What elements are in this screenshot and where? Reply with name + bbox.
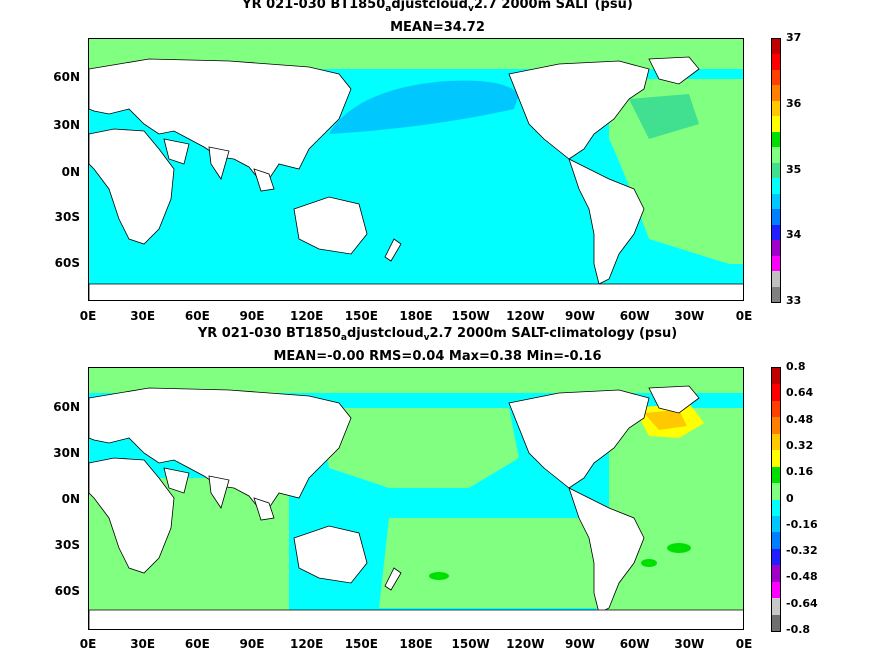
top-lon-label: 180E — [399, 309, 433, 323]
top-colorbar-tick: 37 — [786, 31, 802, 44]
top-map-title: YR 021-030 BT1850adjustcloudv2.7 2000m S… — [242, 0, 633, 14]
bottom-colorbar-segment — [772, 565, 780, 582]
bottom-anomaly-map — [88, 367, 744, 630]
top-lon-label: 0E — [735, 309, 753, 323]
bottom-colorbar-tick: -0.16 — [786, 517, 818, 531]
top-colorbar-segment — [772, 162, 780, 179]
bottom-lon-label: 150W — [451, 637, 490, 651]
lat-label-60s-b: 60S — [54, 584, 80, 598]
lat-label-60s: 60S — [54, 256, 80, 270]
bottom-colorbar-segment — [772, 614, 780, 631]
bottom-colorbar-tick: 0.32 — [786, 438, 814, 452]
top-colorbar-tick: 33 — [786, 294, 802, 307]
bottom-lon-label: 90W — [565, 637, 595, 651]
bottom-lon-label: 60W — [619, 637, 650, 651]
lat-label-60n-b: 60N — [53, 400, 80, 414]
bottom-colorbar-tick: 0.64 — [786, 386, 814, 400]
bottom-colorbar-tick: 0.16 — [786, 465, 814, 479]
bottom-colorbar-segment — [772, 483, 780, 500]
top-lon-label: 120E — [290, 309, 324, 323]
bottom-colorbar-segment — [772, 466, 780, 484]
bottom-colorbar-segment — [772, 384, 780, 401]
bottom-lon-label: 120W — [506, 637, 545, 651]
bottom-colorbar-tick: 0.8 — [786, 360, 806, 373]
lat-label-60n: 60N — [53, 70, 80, 84]
top-colorbar-segment — [772, 100, 780, 117]
top-colorbar-segment — [772, 147, 780, 163]
top-colorbar-tick: 35 — [786, 162, 802, 176]
bottom-colorbar-tick: 0 — [786, 491, 794, 505]
bottom-colorbar — [771, 367, 781, 632]
bottom-lon-label: 150E — [344, 637, 378, 651]
bottom-colorbar-segment — [772, 581, 780, 599]
top-lon-label: 60W — [619, 309, 650, 323]
top-lon-label: 0E — [79, 309, 97, 323]
bottom-lon-label: 180E — [399, 637, 433, 651]
bottom-lon-label: 0E — [735, 637, 753, 651]
top-colorbar-segment — [772, 69, 780, 86]
top-colorbar-tick: 36 — [786, 96, 802, 110]
top-lon-label: 60E — [184, 309, 210, 323]
lat-label-0n-b: 0N — [61, 492, 80, 506]
bottom-colorbar-segment — [772, 515, 780, 533]
bottom-colorbar-tick: -0.48 — [786, 570, 818, 584]
top-colorbar-segment — [772, 85, 780, 101]
top-colorbar-segment — [772, 271, 780, 287]
top-colorbar-segment — [772, 178, 780, 194]
bottom-colorbar-segment — [772, 598, 780, 615]
bottom-colorbar-tick: -0.8 — [786, 623, 811, 636]
top-colorbar-segment — [772, 116, 780, 132]
lat-label-30s: 30S — [54, 210, 80, 224]
bottom-colorbar-segment — [772, 499, 780, 516]
top-lon-label: 90W — [565, 309, 595, 323]
top-colorbar-segment — [772, 39, 780, 55]
bottom-map-title: YR 021-030 BT1850adjustcloudv2.7 2000m S… — [197, 326, 678, 343]
top-colorbar-tick: 34 — [786, 228, 802, 242]
bottom-colorbar-tick: -0.64 — [786, 596, 818, 610]
bottom-colorbar-segment — [772, 400, 780, 418]
top-colorbar-segment — [772, 286, 780, 302]
bottom-colorbar-segment — [772, 433, 780, 451]
top-lon-label: 150W — [451, 309, 490, 323]
lat-label-30n: 30N — [53, 118, 80, 132]
top-colorbar-segment — [772, 54, 780, 70]
top-salinity-map — [88, 38, 744, 301]
top-lon-label: 150E — [344, 309, 378, 323]
bottom-colorbar-segment — [772, 548, 780, 566]
bottom-lon-label: 90E — [239, 637, 265, 651]
top-colorbar-segment — [772, 255, 780, 272]
bottom-lon-label: 0E — [79, 637, 97, 651]
bottom-lon-label: 30W — [674, 637, 705, 651]
bottom-colorbar-segment — [772, 450, 780, 467]
top-map-subtitle: MEAN=34.72 — [390, 20, 485, 35]
bottom-lon-label: 120E — [290, 637, 324, 651]
top-colorbar — [771, 38, 781, 303]
lat-label-30n-b: 30N — [53, 446, 80, 460]
bottom-lon-label: 30E — [130, 637, 156, 651]
top-colorbar-segment — [772, 209, 780, 225]
bottom-colorbar-segment — [772, 417, 780, 434]
top-lon-label: 30E — [130, 309, 156, 323]
bottom-colorbar-segment — [772, 532, 780, 549]
bottom-colorbar-segment — [772, 368, 780, 385]
top-colorbar-segment — [772, 224, 780, 241]
top-lon-label: 120W — [506, 309, 545, 323]
top-lon-label: 90E — [239, 309, 265, 323]
lat-label-0n: 0N — [61, 165, 80, 179]
top-lon-label: 30W — [674, 309, 705, 323]
top-colorbar-segment — [772, 193, 780, 210]
lat-label-30s-b: 30S — [54, 538, 80, 552]
bottom-colorbar-tick: -0.32 — [786, 544, 818, 558]
top-colorbar-segment — [772, 240, 780, 256]
bottom-map-subtitle: MEAN=-0.00 RMS=0.04 Max=0.38 Min=-0.16 — [273, 349, 602, 364]
top-colorbar-segment — [772, 131, 780, 148]
bottom-colorbar-tick: 0.48 — [786, 412, 814, 426]
bottom-lon-label: 60E — [184, 637, 210, 651]
